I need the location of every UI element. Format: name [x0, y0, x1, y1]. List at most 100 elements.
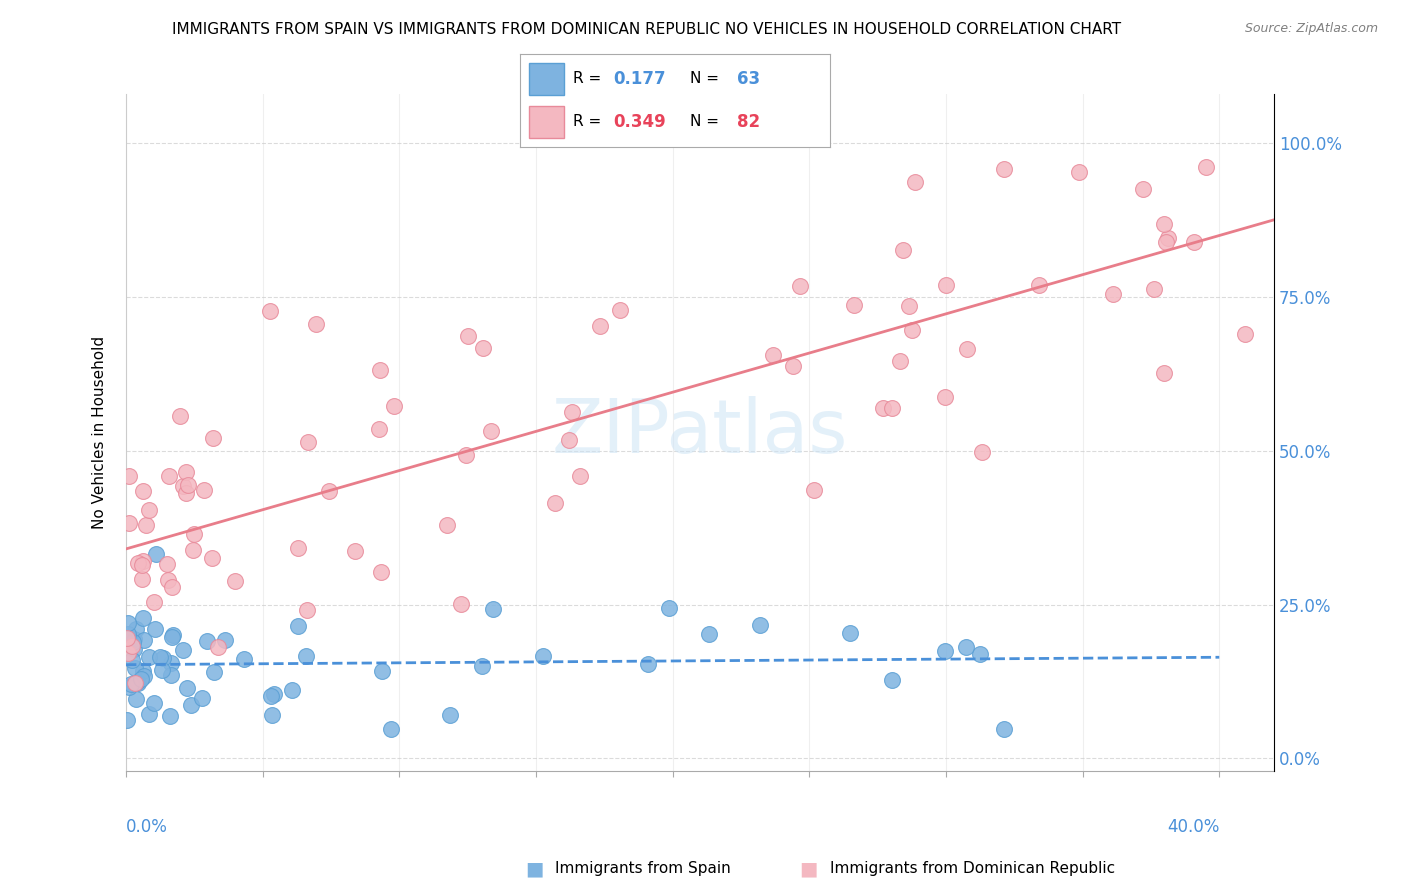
Point	[609, 303, 631, 318]
Point	[533, 648, 555, 663]
Point	[162, 628, 184, 642]
Point	[176, 465, 198, 479]
Point	[436, 517, 458, 532]
Point	[190, 690, 212, 705]
Point	[145, 547, 167, 561]
Point	[160, 580, 183, 594]
Point	[125, 622, 148, 636]
Point	[934, 277, 956, 292]
Point	[1102, 286, 1125, 301]
Text: Immigrants from Dominican Republic: Immigrants from Dominican Republic	[830, 862, 1115, 876]
Point	[214, 633, 236, 648]
Text: ■: ■	[524, 859, 544, 879]
Point	[118, 469, 141, 483]
Point	[124, 676, 146, 690]
Point	[970, 445, 993, 459]
Point	[658, 600, 681, 615]
Point	[294, 648, 316, 663]
Point	[260, 690, 283, 704]
Point	[1182, 235, 1205, 249]
Point	[439, 708, 461, 723]
Text: 40.0%: 40.0%	[1167, 818, 1219, 836]
Point	[160, 657, 183, 671]
Point	[195, 634, 218, 648]
Point	[202, 665, 225, 680]
Text: R =: R =	[572, 114, 606, 129]
Point	[749, 618, 772, 632]
Point	[1028, 277, 1050, 292]
Point	[124, 661, 146, 675]
Point	[471, 659, 494, 673]
Text: 0.177: 0.177	[613, 70, 665, 87]
Point	[898, 299, 921, 313]
Point	[157, 469, 180, 483]
Point	[882, 401, 904, 416]
Point	[135, 517, 157, 532]
Point	[124, 632, 146, 646]
Point	[263, 687, 285, 701]
Point	[370, 363, 392, 377]
Point	[697, 627, 720, 641]
Point	[1142, 282, 1164, 296]
Point	[934, 390, 956, 404]
Point	[149, 650, 172, 665]
Point	[882, 673, 904, 687]
Text: IMMIGRANTS FROM SPAIN VS IMMIGRANTS FROM DOMINICAN REPUBLIC NO VEHICLES IN HOUSE: IMMIGRANTS FROM SPAIN VS IMMIGRANTS FROM…	[172, 22, 1122, 37]
Point	[297, 435, 319, 450]
Text: 0.0%: 0.0%	[127, 818, 167, 836]
Point	[844, 297, 866, 311]
Point	[371, 664, 394, 678]
Point	[838, 626, 860, 640]
Point	[1234, 326, 1257, 341]
Text: 63: 63	[737, 70, 759, 87]
Point	[789, 279, 811, 293]
Point	[207, 640, 229, 654]
Point	[904, 175, 927, 189]
Point	[125, 692, 148, 706]
Point	[115, 632, 138, 646]
Point	[125, 675, 148, 690]
Point	[183, 527, 205, 541]
Text: ZIPatlas: ZIPatlas	[551, 396, 848, 469]
Point	[131, 572, 153, 586]
Point	[117, 627, 139, 641]
Point	[305, 317, 328, 331]
Point	[1195, 160, 1218, 174]
Point	[152, 651, 174, 665]
Point	[118, 680, 141, 694]
Point	[637, 657, 659, 672]
Text: N =: N =	[690, 114, 724, 129]
FancyBboxPatch shape	[530, 63, 564, 95]
Text: 82: 82	[737, 113, 759, 131]
Point	[1154, 235, 1177, 249]
Point	[287, 619, 309, 633]
Point	[169, 409, 191, 424]
Point	[121, 639, 143, 653]
Text: N =: N =	[690, 71, 724, 87]
Point	[482, 602, 505, 616]
Point	[956, 342, 979, 356]
Point	[262, 707, 284, 722]
Point	[569, 469, 592, 483]
Point	[479, 424, 502, 438]
Point	[132, 633, 155, 648]
Point	[382, 399, 405, 413]
Point	[287, 541, 309, 555]
Point	[181, 542, 204, 557]
Point	[457, 329, 479, 343]
Point	[142, 594, 165, 608]
Point	[993, 162, 1015, 177]
Point	[132, 611, 155, 625]
Point	[128, 556, 150, 570]
Point	[143, 622, 166, 636]
Point	[872, 401, 894, 416]
Point	[1153, 366, 1175, 380]
Point	[138, 650, 160, 665]
Point	[343, 544, 366, 558]
Point	[176, 681, 198, 696]
Point	[132, 669, 155, 683]
Point	[368, 422, 391, 436]
Point	[180, 698, 202, 713]
Point	[891, 243, 914, 257]
Point	[155, 557, 177, 571]
